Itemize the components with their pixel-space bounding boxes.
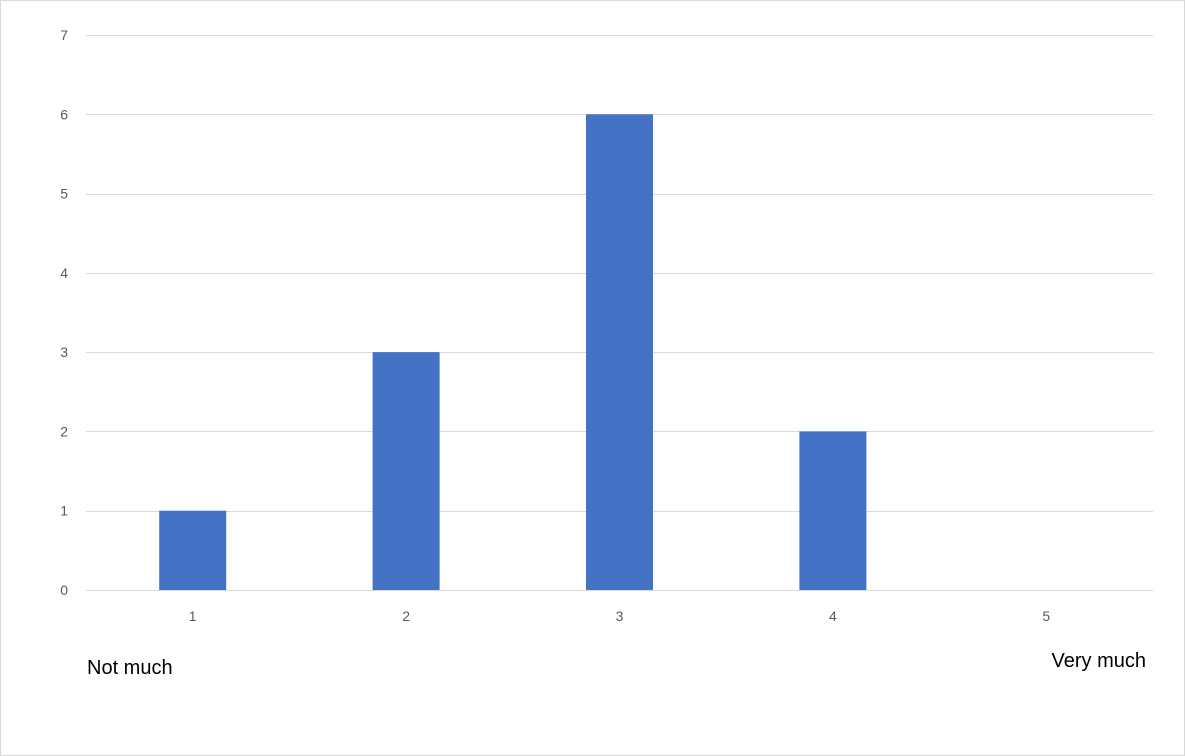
- bar-4: [799, 431, 867, 590]
- bar-2: [372, 352, 440, 590]
- x-tick-label: 5: [1042, 608, 1050, 624]
- y-tick-label: 7: [60, 27, 68, 43]
- bar-1: [159, 510, 227, 590]
- bar-3: [586, 114, 653, 591]
- y-tick-label: 2: [60, 423, 68, 439]
- x-tick-label: 4: [829, 608, 837, 624]
- x-tick-label: 1: [189, 608, 197, 624]
- x-tick-label: 3: [616, 608, 624, 624]
- y-tick-label: 1: [60, 503, 68, 519]
- scale-label-low: Not much: [87, 657, 173, 679]
- x-tick-label: 2: [402, 608, 410, 624]
- y-tick-label: 5: [60, 186, 68, 202]
- y-tick-label: 3: [60, 344, 68, 360]
- y-tick-label: 4: [60, 265, 68, 281]
- y-tick-label: 6: [60, 106, 68, 122]
- y-tick-label: 0: [60, 582, 68, 598]
- scale-label-high: Very much: [1051, 650, 1146, 672]
